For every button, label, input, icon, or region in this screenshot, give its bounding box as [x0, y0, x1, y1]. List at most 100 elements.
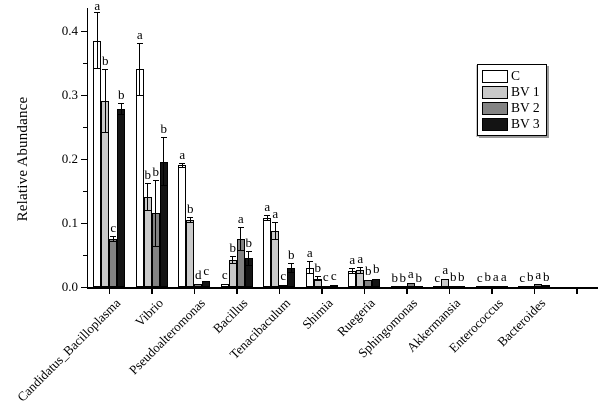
bar	[518, 285, 527, 288]
error-bar-cap-bottom	[306, 273, 313, 275]
significance-letter: a	[357, 251, 364, 267]
x-axis-line	[86, 287, 598, 289]
error-bar	[94, 11, 101, 70]
significance-letter: a	[179, 146, 186, 162]
error-bar-stem	[240, 227, 242, 251]
bar	[441, 279, 450, 287]
y-minor-tick	[83, 190, 87, 192]
significance-letter: c	[519, 270, 526, 286]
significance-letter: a	[500, 269, 507, 285]
significance-letter: a	[237, 211, 244, 227]
error-bar	[160, 137, 167, 186]
significance-letter: b	[391, 270, 399, 286]
error-bar-stem	[359, 267, 361, 274]
error-bar	[272, 221, 279, 240]
significance-letter: a	[535, 266, 542, 282]
legend-swatch	[482, 85, 508, 99]
error-bar-cap-bottom	[152, 245, 159, 247]
y-major-tick	[80, 94, 87, 96]
y-major-tick	[80, 30, 87, 32]
significance-letter: a	[349, 252, 356, 268]
y-major-tick	[80, 286, 87, 288]
error-bar	[314, 276, 321, 282]
error-bar-cap-top	[314, 276, 321, 278]
y-tick-label: 0.0	[61, 279, 78, 294]
significance-letter: a	[492, 269, 499, 285]
error-bar-cap-bottom	[179, 166, 186, 168]
significance-letter: b	[144, 167, 152, 183]
error-bar-cap-top	[288, 262, 295, 264]
x-category-label: Pseudoalteromonas	[126, 295, 209, 378]
error-bar-cap-top	[349, 268, 356, 270]
x-tick	[108, 288, 110, 294]
y-minor-tick	[83, 62, 87, 64]
significance-letter: b	[450, 269, 457, 285]
error-bar	[349, 268, 356, 274]
x-tick	[576, 288, 578, 294]
significance-letter: b	[245, 234, 253, 250]
significance-letter: b	[118, 86, 125, 102]
error-bar-cap-bottom	[229, 262, 236, 264]
error-bar	[264, 214, 271, 222]
error-bar	[102, 69, 109, 134]
legend: C BV 1 BV 2 BV 3	[477, 64, 547, 136]
error-bar-cap-bottom	[136, 95, 143, 97]
error-bar	[306, 261, 313, 275]
legend-label: BV 2	[511, 100, 540, 115]
legend-row: BV 1	[482, 84, 540, 100]
error-bar-cap-top	[160, 137, 167, 139]
bar	[390, 285, 399, 288]
error-bar	[110, 235, 117, 243]
significance-letter: b	[365, 262, 372, 278]
significance-letter: b	[484, 269, 492, 285]
significance-letter: c	[280, 267, 287, 283]
y-axis-line	[86, 8, 88, 289]
error-bar-stem	[139, 42, 141, 97]
error-bar-cap-top	[179, 162, 186, 164]
error-bar-cap-bottom	[314, 280, 321, 282]
error-bar	[144, 183, 151, 212]
significance-letter: b	[152, 164, 160, 180]
significance-letter: c	[322, 269, 329, 285]
error-bar-stem	[181, 162, 183, 168]
bar	[263, 217, 272, 287]
significance-letter: a	[94, 0, 101, 13]
error-bar-stem	[96, 11, 98, 70]
error-bar-cap-top	[272, 221, 279, 223]
significance-letter: c	[110, 219, 117, 235]
error-bar-cap-top	[264, 214, 271, 216]
error-bar-stem	[147, 183, 149, 212]
y-tick-label: 0.4	[61, 23, 78, 38]
bar	[109, 239, 118, 287]
significance-letter: a	[442, 262, 449, 278]
bar	[178, 165, 187, 287]
significance-letter: c	[434, 270, 441, 286]
bar	[329, 285, 338, 288]
error-bar	[237, 227, 244, 251]
error-bar-cap-bottom	[94, 68, 101, 70]
error-bar-stem	[248, 250, 250, 266]
error-bar-cap-top	[187, 216, 194, 218]
bar	[279, 285, 288, 288]
error-bar	[187, 216, 194, 223]
error-bar-stem	[120, 102, 122, 116]
bar	[526, 285, 535, 288]
bar	[433, 285, 442, 288]
bar	[542, 285, 551, 288]
bar	[406, 283, 415, 287]
significance-letter: b	[288, 246, 295, 262]
error-bar-stem	[104, 69, 106, 134]
error-bar-cap-top	[245, 250, 252, 252]
significance-letter: b	[187, 200, 194, 216]
error-bar-cap-top	[357, 267, 364, 269]
error-bar-stem	[163, 137, 165, 186]
error-bar-cap-bottom	[118, 114, 125, 116]
y-tick-label: 0.2	[61, 151, 78, 166]
bar	[93, 40, 102, 287]
significance-letter: b	[102, 53, 109, 69]
significance-letter: c	[476, 270, 483, 286]
error-bar-stem	[317, 276, 319, 282]
error-bar	[179, 162, 186, 168]
significance-letter: b	[415, 269, 423, 285]
